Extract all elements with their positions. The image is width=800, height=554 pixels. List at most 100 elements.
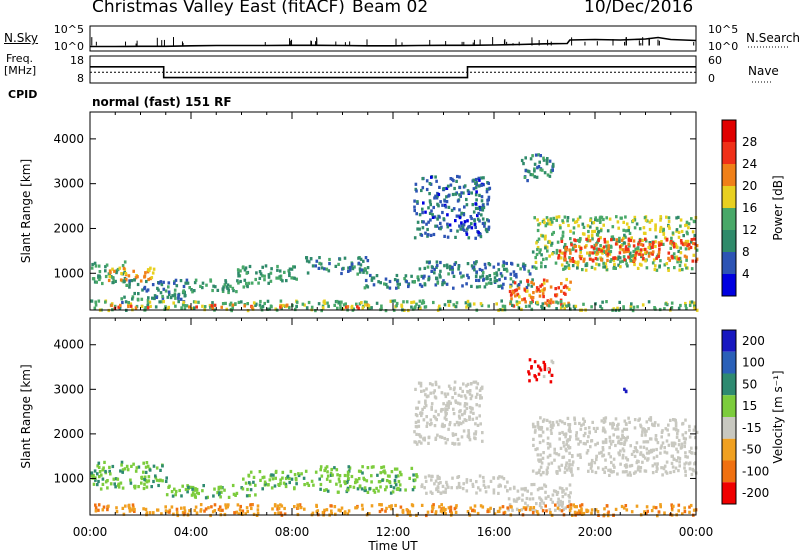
power-panel-cell [523,297,526,301]
power-panel-cell [183,304,187,308]
velocity-panel-cell [143,482,146,486]
velocity-panel-cell [286,474,290,478]
power-panel-cell [565,304,568,308]
velocity-panel-cell [468,417,471,421]
velocity-panel-cell [632,450,636,454]
power-panel-cell [422,201,425,205]
velocity-panel-cell [281,476,284,480]
power-panel-cell [517,283,521,287]
power-panel-cell [439,275,442,279]
velocity-colorbar-segment [722,460,736,483]
velocity-panel-cell [648,417,651,421]
velocity-panel-cell [113,482,116,486]
velocity-panel-cell [564,463,568,467]
power-panel-cell [563,302,566,306]
power-panel-cell [344,302,347,306]
velocity-panel-cell [329,473,333,477]
velocity-panel-cell [525,496,529,501]
velocity-panel-cell [470,394,474,398]
power-panel-cell [629,251,632,255]
velocity-panel-cell [663,511,666,515]
velocity-panel-cell [475,403,478,407]
velocity-panel-cell [195,511,199,515]
power-panel-cell [421,299,425,303]
velocity-panel-cell [539,416,542,420]
power-panel-cell [470,191,473,195]
power-panel-cell [545,245,549,249]
velocity-panel-cell [692,508,696,512]
power-panel-cell [572,218,575,222]
power-panel-cell [618,251,622,255]
power-panel-cell [357,306,360,310]
power-panel-cell [631,309,635,313]
velocity-panel-cell [119,469,122,473]
velocity-panel-cell [551,493,555,497]
power-panel-cell [447,205,451,209]
velocity-panel-cell [328,479,332,483]
velocity-panel-cell [132,505,135,509]
power-panel-cell [531,250,535,254]
velocity-panel-cell [449,387,452,391]
velocity-panel-cell [442,490,445,494]
velocity-panel-cell [478,388,482,392]
power-panel-cell [157,281,161,285]
velocity-panel-cell [545,509,548,513]
velocity-panel-cell [245,506,249,510]
power-colorbar-label: Power [dB] [771,175,785,240]
power-panel-cell [127,302,130,307]
power-panel-cell [500,299,503,303]
power-panel-cell [630,236,633,240]
velocity-panel-cell [127,503,131,507]
velocity-panel-cell [394,483,398,487]
power-panel-cell [515,302,519,306]
power-panel-cell [569,237,572,241]
velocity-panel-cell [579,440,582,444]
power-panel-cell [568,256,571,260]
velocity-panel-cell [326,470,329,474]
velocity-panel-cell [588,431,591,435]
velocity-panel-cell [537,425,540,429]
velocity-panel-cell [282,481,286,485]
power-panel-cell [502,267,506,271]
power-panel-cell [384,277,388,281]
velocity-panel-cell [539,473,543,477]
velocity-panel-cell [558,508,562,512]
power-panel-cell [221,287,225,291]
velocity-panel-cell [688,428,691,432]
power-panel-cell [454,235,457,239]
velocity-panel-cell [347,465,351,469]
velocity-panel-cell [471,508,475,512]
power-panel-cell [535,266,538,270]
power-panel-cell [146,302,150,306]
power-panel-cell [662,232,665,236]
velocity-panel-cell [358,485,362,489]
power-panel-cell [245,281,248,286]
velocity-panel-cell [120,460,124,464]
time-tick-label: 16:00 [477,525,512,539]
power-panel-cell [91,262,94,267]
power-panel-cell [619,247,622,251]
velocity-panel-cell [645,440,648,444]
velocity-panel-cell [617,451,620,455]
velocity-panel-cell [557,423,560,427]
velocity-panel-cell [99,487,103,491]
velocity-panel-cell [217,507,221,512]
velocity-panel-cell [390,504,393,508]
power-panel-cell [534,260,538,264]
power-panel-cell [449,228,453,233]
power-panel-cell [326,301,329,305]
velocity-panel-cell [619,441,622,446]
velocity-panel-cell [550,373,554,377]
velocity-panel-cell [443,509,446,513]
power-panel-cell [557,256,560,260]
power-panel-cell [611,225,615,229]
power-panel-cell [288,267,292,271]
power-panel-cell [407,283,410,287]
velocity-panel-cell [349,485,352,489]
velocity-panel-cell [381,478,384,482]
velocity-panel-cell [277,511,280,515]
power-panel-cell [474,181,477,185]
velocity-panel-cell [175,507,179,511]
velocity-panel-cell [651,464,655,468]
velocity-panel-cell [451,476,454,480]
